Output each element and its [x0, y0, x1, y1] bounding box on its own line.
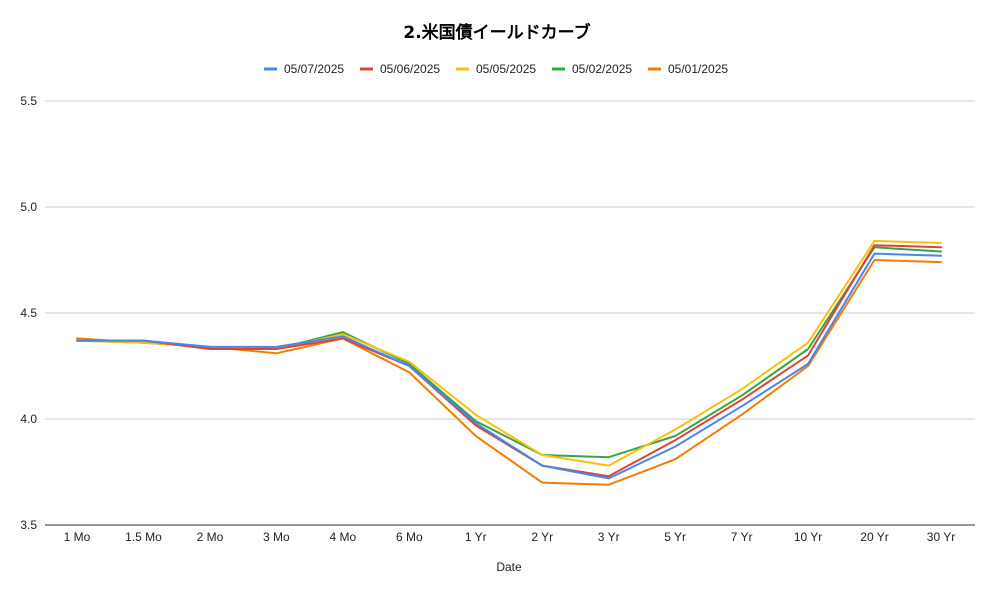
series-lines: [76, 239, 942, 486]
y-tick-label: 4.5: [20, 306, 37, 320]
x-tick-label: 2 Yr: [531, 530, 553, 544]
series-line: [76, 252, 942, 480]
x-tick-label: 2 Mo: [197, 530, 224, 544]
x-tick-label: 20 Yr: [860, 530, 888, 544]
series-line: [76, 246, 942, 459]
y-tick-label: 5.0: [20, 200, 37, 214]
x-tick-label: 1.5 Mo: [125, 530, 162, 544]
x-tick-label: 7 Yr: [731, 530, 753, 544]
x-tick-label: 10 Yr: [794, 530, 822, 544]
gridlines: [45, 100, 975, 526]
x-tick-label: 30 Yr: [927, 530, 955, 544]
x-axis-label: Date: [496, 560, 522, 574]
x-tick-label: 6 Mo: [396, 530, 423, 544]
y-axis-ticks: 3.5 4.0 4.5 5.0 5.5: [20, 94, 37, 532]
legend-label: 05/06/2025: [380, 62, 440, 76]
y-tick-label: 5.5: [20, 94, 37, 108]
x-tick-label: 4 Mo: [330, 530, 357, 544]
legend-label: 05/02/2025: [572, 62, 632, 76]
y-tick-label: 4.0: [20, 412, 37, 426]
x-tick-label: 5 Yr: [664, 530, 686, 544]
y-tick-label: 3.5: [20, 518, 37, 532]
x-axis-ticks: 1 Mo 1.5 Mo 2 Mo 3 Mo 4 Mo 6 Mo 1 Yr 2 Yr 3 Yr 5 …: [64, 530, 956, 544]
x-tick-label: 1 Yr: [465, 530, 487, 544]
series-line: [76, 259, 942, 486]
series-line: [76, 239, 942, 467]
x-tick-label: 3 Mo: [263, 530, 290, 544]
x-tick-label: 3 Yr: [598, 530, 620, 544]
legend: 05/07/2025 05/06/2025 05/05/2025 05/02/2025…: [264, 62, 728, 76]
chart-title: 2.米国債イールドカーブ: [403, 22, 590, 43]
legend-label: 05/01/2025: [668, 62, 728, 76]
legend-label: 05/07/2025: [284, 62, 344, 76]
legend-label: 05/05/2025: [476, 62, 536, 76]
x-tick-label: 1 Mo: [64, 530, 91, 544]
